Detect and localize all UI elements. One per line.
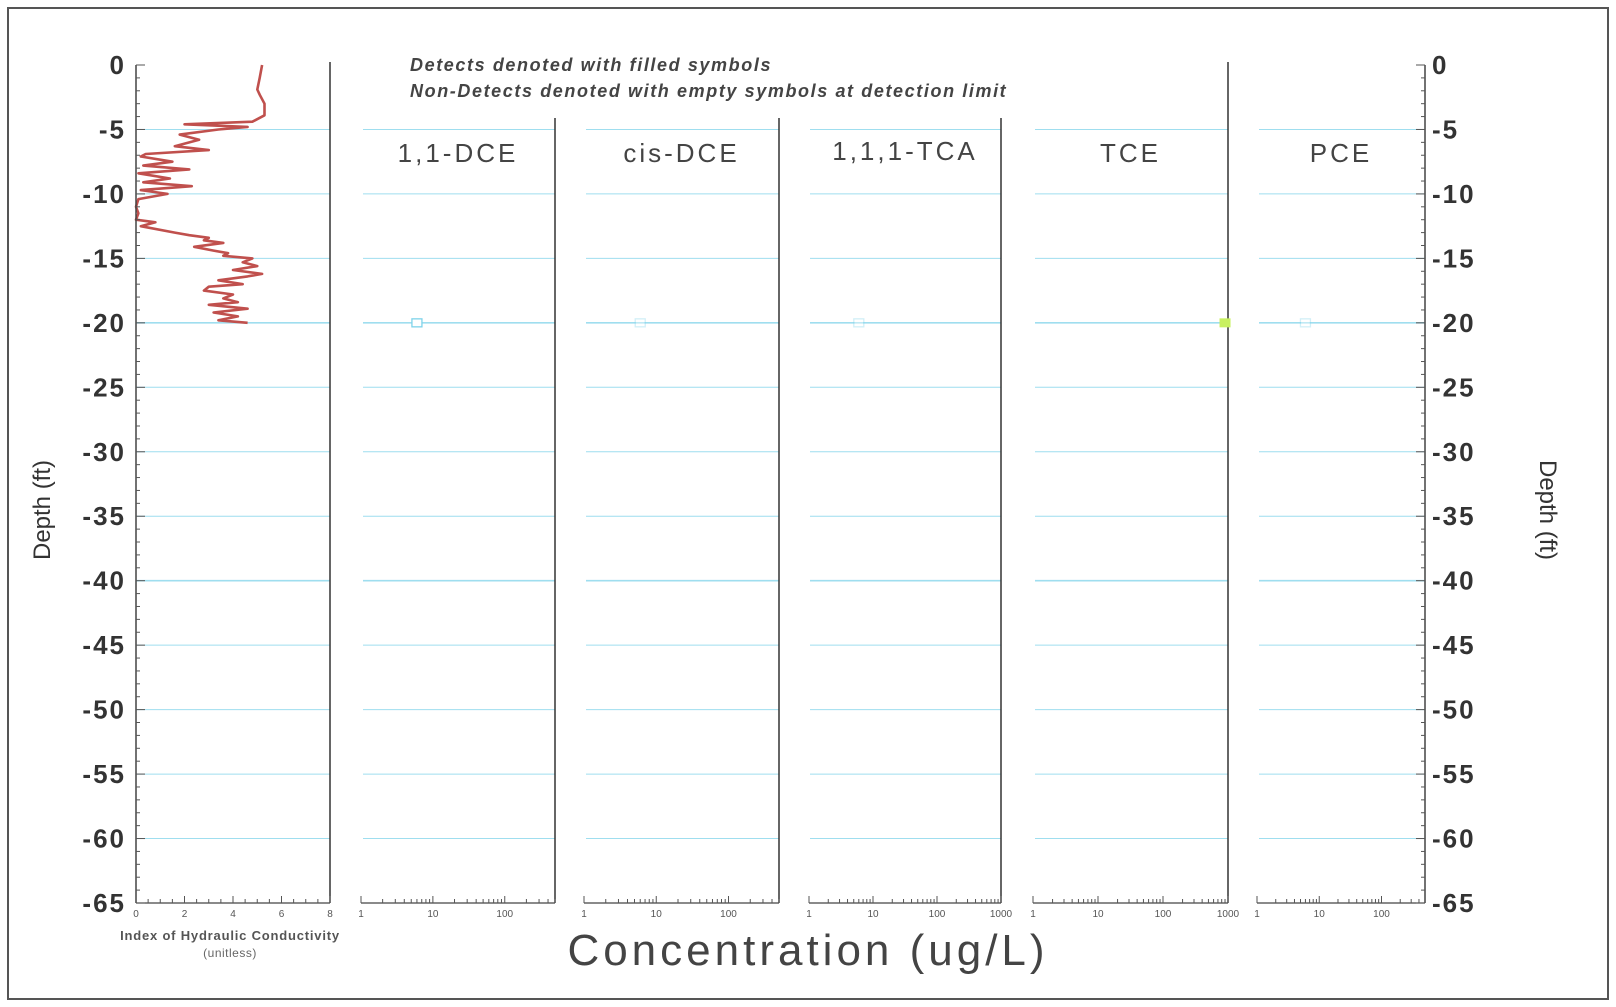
left-depth-tick-label: -45	[82, 630, 126, 660]
right-depth-axis: 0 -5 -10 -15 -20 -25 -30 -35 -40 -45 -50 -55 -60 -65	[1416, 50, 1476, 918]
log-x-tick-label: 10	[867, 909, 879, 920]
right-depth-tick-label: -55	[1432, 759, 1476, 789]
hc-x-tick-label: 2	[182, 909, 188, 920]
left-depth-tick-label: -40	[82, 566, 126, 596]
left-depth-tick-label: -25	[82, 372, 126, 402]
non-detect-symbol	[411, 318, 423, 328]
right-depth-tick-label: -5	[1432, 114, 1459, 144]
left-depth-tick-label: -10	[82, 179, 126, 209]
panel-title: PCE	[1310, 138, 1372, 168]
right-depth-tick-label: -10	[1432, 179, 1476, 209]
left-depth-tick-label: -30	[82, 437, 126, 467]
panel-tce: 1 10 100 1000 TCE	[1030, 62, 1240, 920]
right-depth-tick-label: -65	[1432, 888, 1476, 918]
left-depth-tick-label: -65	[82, 888, 126, 918]
detect-symbol	[1219, 318, 1231, 328]
hc-x-tick-label: 0	[133, 909, 139, 920]
non-detect-symbol	[853, 318, 865, 328]
log-x-tick-label: 1	[1030, 909, 1036, 920]
log-x-tick-label: 100	[1155, 909, 1172, 920]
hc-x-tick-label: 8	[327, 909, 333, 920]
log-x-tick-label: 10	[651, 909, 663, 920]
log-x-tick-label: 1	[581, 909, 587, 920]
note-non-detects: Non-Detects denoted with empty symbols a…	[410, 81, 1007, 101]
log-x-tick-label: 100	[720, 909, 737, 920]
right-depth-tick-label: -50	[1432, 695, 1476, 725]
figure-frame	[7, 7, 1609, 1000]
right-depth-tick-label: -45	[1432, 630, 1476, 660]
right-depth-tick-label: -35	[1432, 501, 1476, 531]
log-x-tick-label: 100	[496, 909, 513, 920]
non-detect-symbol	[634, 318, 646, 328]
log-x-tick-label: 10	[1314, 909, 1326, 920]
right-depth-tick-label: -15	[1432, 243, 1476, 273]
log-x-tick-label: 100	[929, 909, 946, 920]
left-depth-tick-label: -20	[82, 308, 126, 338]
hc-axis-label: Index of Hydraulic Conductivity	[120, 928, 340, 943]
panel-cis-dce: 1 10 100 cis-DCE	[581, 118, 780, 920]
right-axis-label: Depth (ft)	[1534, 460, 1561, 560]
left-axis-label: Depth (ft)	[29, 460, 56, 560]
concentration-axis-label: Concentration (ug/L)	[567, 926, 1048, 975]
right-depth-tick-label: -60	[1432, 824, 1476, 854]
left-depth-tick-label: 0	[110, 50, 126, 80]
panel-title: TCE	[1100, 138, 1161, 168]
left-depth-tick-label: -60	[82, 824, 126, 854]
right-depth-tick-label: -25	[1432, 372, 1476, 402]
hc-x-tick-label: 4	[230, 909, 236, 920]
log-x-tick-label: 1	[358, 909, 364, 920]
left-depth-tick-label: -35	[82, 501, 126, 531]
non-detect-symbol	[1299, 318, 1312, 328]
right-depth-tick-label: 0	[1432, 50, 1448, 80]
hc-x-tick-label: 6	[279, 909, 285, 920]
hc-panel: 0 2 4 6 8	[133, 62, 333, 920]
left-depth-tick-label: -15	[82, 243, 126, 273]
hc-profile-line	[134, 64, 266, 325]
panel-1-1-1-tca: 1 10 100 1000 1,1,1-TCA	[806, 118, 1013, 920]
note-detects: Detects denoted with filled symbols	[410, 55, 772, 75]
left-depth-tick-label: -50	[82, 695, 126, 725]
right-depth-tick-label: -20	[1432, 308, 1476, 338]
log-x-tick-label: 10	[427, 909, 439, 920]
log-x-tick-label: 1	[806, 909, 812, 920]
left-depth-axis: 0 -5 -10 -15 -20 -25 -30 -35 -40 -45 -50 -55 -60 -65	[82, 50, 145, 918]
right-depth-tick-label: -30	[1432, 437, 1476, 467]
panel-1-1-dce: 1 10 100 1,1-DCE	[358, 118, 556, 920]
log-x-tick-label: 100	[1373, 909, 1390, 920]
panel-title: 1,1-DCE	[398, 138, 519, 168]
log-x-tick-label: 1000	[990, 909, 1013, 920]
left-depth-tick-label: -5	[99, 114, 126, 144]
log-x-tick-label: 1000	[1217, 909, 1240, 920]
right-depth-tick-label: -40	[1432, 566, 1476, 596]
left-depth-tick-label: -55	[82, 759, 126, 789]
panel-title: cis-DCE	[623, 138, 739, 168]
panel-pce: 1 10 100 PCE	[1254, 138, 1426, 920]
log-x-tick-label: 1	[1254, 909, 1260, 920]
panel-title: 1,1,1-TCA	[832, 136, 978, 166]
log-x-tick-label: 10	[1092, 909, 1104, 920]
hc-axis-sublabel: (unitless)	[203, 946, 257, 960]
